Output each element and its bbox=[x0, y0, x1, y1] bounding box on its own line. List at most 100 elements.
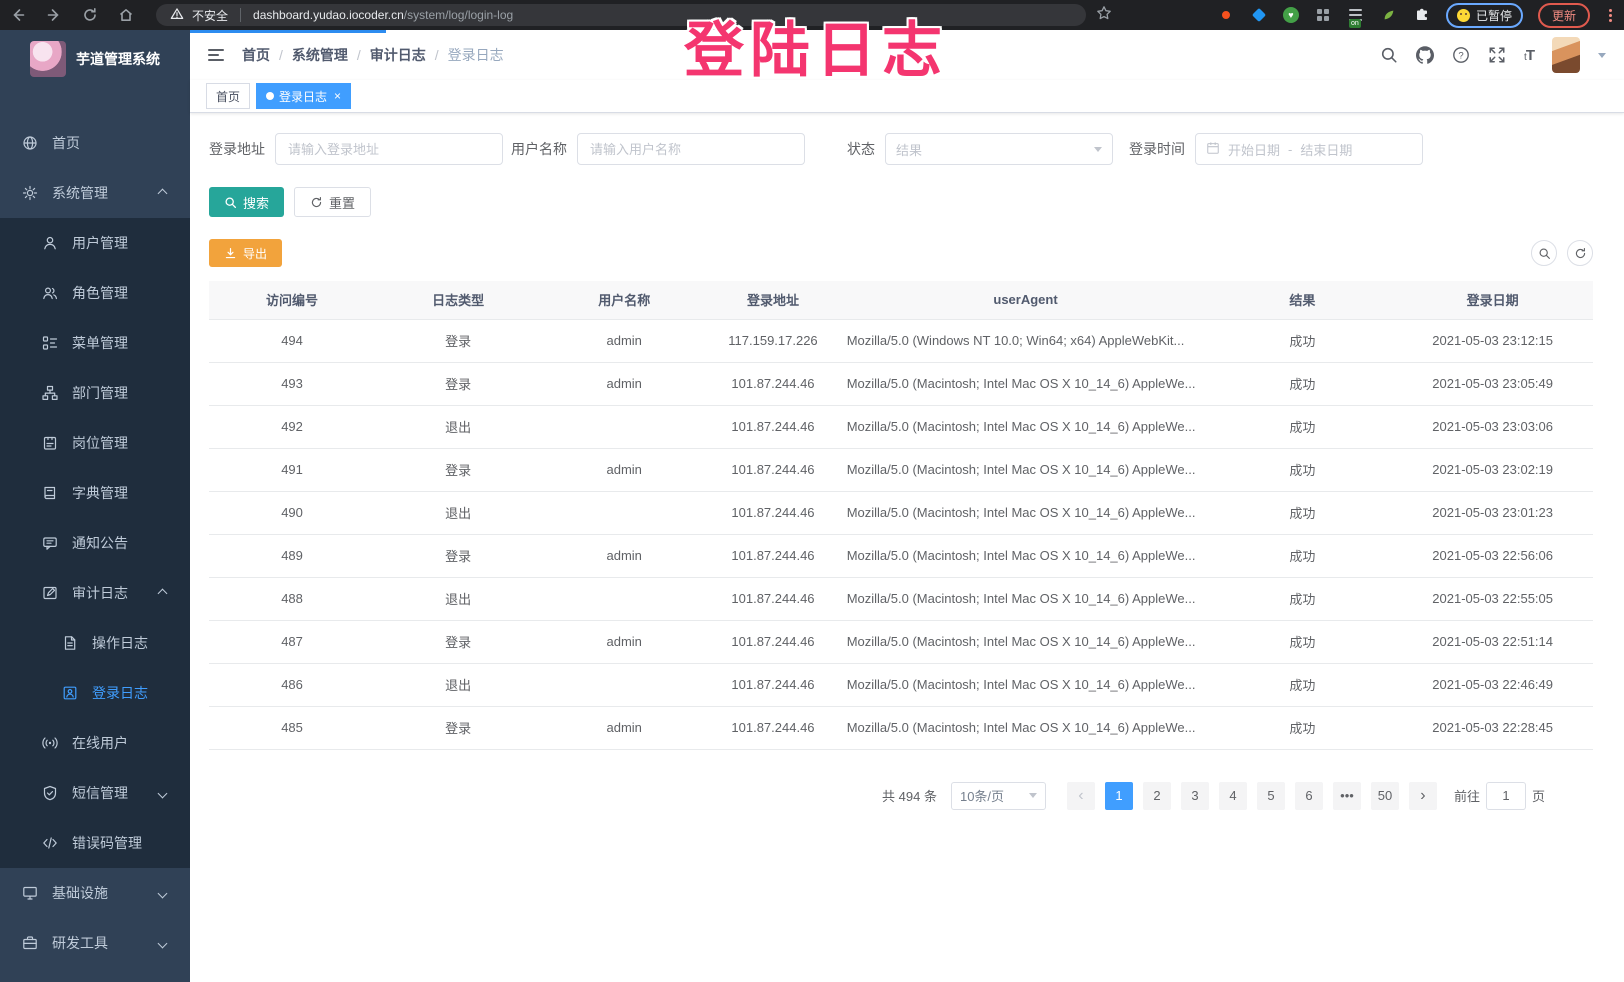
table-row: 494 登录 admin 117.159.17.226 Mozilla/5.0 (Win… bbox=[209, 319, 1593, 363]
orange-circle-extension-icon[interactable] bbox=[1217, 6, 1235, 24]
chevron-down-icon[interactable] bbox=[1598, 52, 1606, 58]
sidebar-item-system[interactable]: 系统管理 bbox=[0, 168, 190, 218]
paused-label: 已暂停 bbox=[1475, 8, 1512, 23]
sidebar-item-operate-log[interactable]: 操作日志 bbox=[0, 618, 190, 668]
table-row: 493 登录 admin 101.87.244.46 Mozilla/5.0 (Maci… bbox=[209, 362, 1593, 406]
sidebar-item-menu[interactable]: 菜单管理 bbox=[0, 318, 190, 368]
view-tab[interactable]: 首页 bbox=[206, 83, 251, 109]
browser-reload-icon[interactable] bbox=[82, 7, 98, 23]
login-time-label: 登录时间 bbox=[1129, 141, 1185, 157]
breadcrumb-item[interactable]: 首页 bbox=[242, 47, 270, 63]
sidebar-item-home[interactable]: 首页 bbox=[0, 118, 190, 168]
table-cell: 494 bbox=[209, 319, 376, 363]
hide-search-button[interactable] bbox=[1531, 240, 1557, 266]
browser-menu-icon[interactable] bbox=[1609, 8, 1612, 22]
chevron-down-icon bbox=[157, 788, 168, 798]
calendar-icon bbox=[1206, 141, 1220, 158]
sidebar-item-infra[interactable]: 基础设施 bbox=[0, 868, 190, 918]
avatar[interactable] bbox=[1552, 37, 1580, 73]
refresh-icon bbox=[310, 196, 323, 209]
tab-active-dot bbox=[266, 92, 275, 100]
extension-paused-badge[interactable]: 已暂停 bbox=[1445, 2, 1523, 28]
online-icon bbox=[42, 735, 58, 751]
column-header: 访问编号 bbox=[209, 281, 376, 320]
status-select[interactable]: 结果 bbox=[885, 133, 1113, 165]
username-input[interactable] bbox=[577, 133, 805, 165]
reset-button[interactable]: 重置 bbox=[294, 187, 372, 217]
sidebar-item-sms[interactable]: 短信管理 bbox=[0, 768, 190, 818]
puzzle-extensions-icon[interactable] bbox=[1413, 6, 1431, 24]
monitor-icon bbox=[22, 885, 38, 901]
view-tab[interactable]: 登录日志 × bbox=[256, 83, 352, 109]
browser-update-button[interactable]: 更新 bbox=[1537, 2, 1590, 28]
green-heart-extension-icon[interactable]: ♥ bbox=[1282, 7, 1299, 23]
help-icon[interactable]: ? bbox=[1452, 46, 1470, 64]
sidebar-item-post[interactable]: 岗位管理 bbox=[0, 418, 190, 468]
table-cell: 成功 bbox=[1212, 534, 1393, 578]
sidebar-item-dept[interactable]: 部门管理 bbox=[0, 368, 190, 418]
page-number-button[interactable]: 1 bbox=[1104, 781, 1133, 810]
tab-close-icon[interactable]: × bbox=[334, 89, 342, 103]
page-number-button[interactable]: 3 bbox=[1180, 781, 1209, 810]
sidebar-item-online-user[interactable]: 在线用户 bbox=[0, 718, 190, 768]
search-button[interactable]: 搜索 bbox=[209, 187, 285, 217]
username-label: 用户名称 bbox=[511, 141, 567, 157]
page-number-button[interactable]: 4 bbox=[1218, 781, 1247, 810]
browser-back-icon[interactable] bbox=[10, 7, 26, 23]
font-size-icon[interactable]: tT bbox=[1524, 46, 1535, 64]
next-page-button[interactable]: › bbox=[1408, 781, 1437, 810]
end-date-placeholder: 结束日期 bbox=[1300, 142, 1353, 158]
book-icon bbox=[42, 485, 58, 501]
refresh-table-button[interactable] bbox=[1567, 240, 1593, 266]
table-row: 490 退出 101.87.244.46 Mozilla/5.0 (Macintosh… bbox=[209, 491, 1593, 535]
breadcrumb-separator: / bbox=[356, 47, 361, 63]
page-number-button[interactable]: 50 bbox=[1370, 781, 1399, 810]
table-cell: admin bbox=[541, 319, 708, 363]
browser-forward-icon[interactable] bbox=[46, 7, 62, 23]
page-number-button[interactable]: 6 bbox=[1294, 781, 1323, 810]
breadcrumb-item[interactable]: 审计日志 bbox=[369, 47, 426, 63]
table-cell: admin bbox=[541, 362, 708, 406]
sidebar-item-devtool[interactable]: 研发工具 bbox=[0, 918, 190, 968]
app-logo[interactable]: 芋道管理系统 bbox=[0, 30, 190, 88]
fullscreen-icon[interactable] bbox=[1488, 46, 1506, 64]
table-cell: 成功 bbox=[1212, 577, 1393, 621]
sidebar-item-role[interactable]: 角色管理 bbox=[0, 268, 190, 318]
browser-home-icon[interactable] bbox=[118, 7, 134, 23]
page-number-button[interactable]: 5 bbox=[1256, 781, 1285, 810]
sidebar-item-errcode[interactable]: 错误码管理 bbox=[0, 818, 190, 868]
url-bar[interactable]: 不安全 dashboard.yudao.iocoder.cn/system/lo… bbox=[156, 4, 1086, 26]
code-icon bbox=[42, 835, 58, 851]
chevron-down-icon bbox=[1094, 146, 1102, 152]
green-sprout-extension-icon[interactable] bbox=[1380, 6, 1398, 24]
login-address-input[interactable] bbox=[275, 133, 503, 165]
page-number-button[interactable]: 2 bbox=[1142, 781, 1171, 810]
sidebar-toggle-icon[interactable] bbox=[208, 49, 224, 61]
export-button[interactable]: 导出 bbox=[209, 239, 283, 267]
sidebar-item-audit-log[interactable]: 审计日志 bbox=[0, 568, 190, 618]
megaphone-icon bbox=[42, 535, 58, 551]
sidebar-item-dict[interactable]: 字典管理 bbox=[0, 468, 190, 518]
blue-gem-extension-icon[interactable] bbox=[1250, 6, 1268, 24]
page-size-select[interactable]: 10条/页 bbox=[950, 781, 1046, 810]
sidebar-item-notice[interactable]: 通知公告 bbox=[0, 518, 190, 568]
goto-page-input[interactable] bbox=[1485, 781, 1526, 810]
more-pages-button[interactable]: ••• bbox=[1332, 781, 1361, 810]
table-cell: 2021-05-03 23:02:19 bbox=[1392, 448, 1593, 492]
sidebar-item-label: 通知公告 bbox=[72, 535, 128, 551]
search-icon[interactable] bbox=[1380, 46, 1398, 64]
table-cell: 成功 bbox=[1212, 319, 1393, 363]
prev-page-button[interactable]: ‹ bbox=[1066, 781, 1095, 810]
github-icon[interactable] bbox=[1416, 46, 1435, 64]
login-time-range-picker[interactable]: 开始日期 - 结束日期 bbox=[1195, 133, 1423, 165]
breadcrumb-separator: / bbox=[279, 47, 283, 63]
sidebar-item-login-log[interactable]: 登录日志 bbox=[0, 668, 190, 718]
sidebar-item-user[interactable]: 用户管理 bbox=[0, 218, 190, 268]
list-extension-icon[interactable]: on bbox=[1347, 6, 1365, 28]
bookmark-star-icon[interactable] bbox=[1096, 5, 1112, 26]
sidebar-item-label: 系统管理 bbox=[52, 185, 108, 201]
grid-extension-icon[interactable] bbox=[1314, 6, 1332, 24]
table-cell: 2021-05-03 23:03:06 bbox=[1392, 405, 1593, 449]
breadcrumb-item[interactable]: 系统管理 bbox=[291, 47, 348, 63]
page-url: dashboard.yudao.iocoder.cn/system/log/lo… bbox=[253, 8, 514, 22]
